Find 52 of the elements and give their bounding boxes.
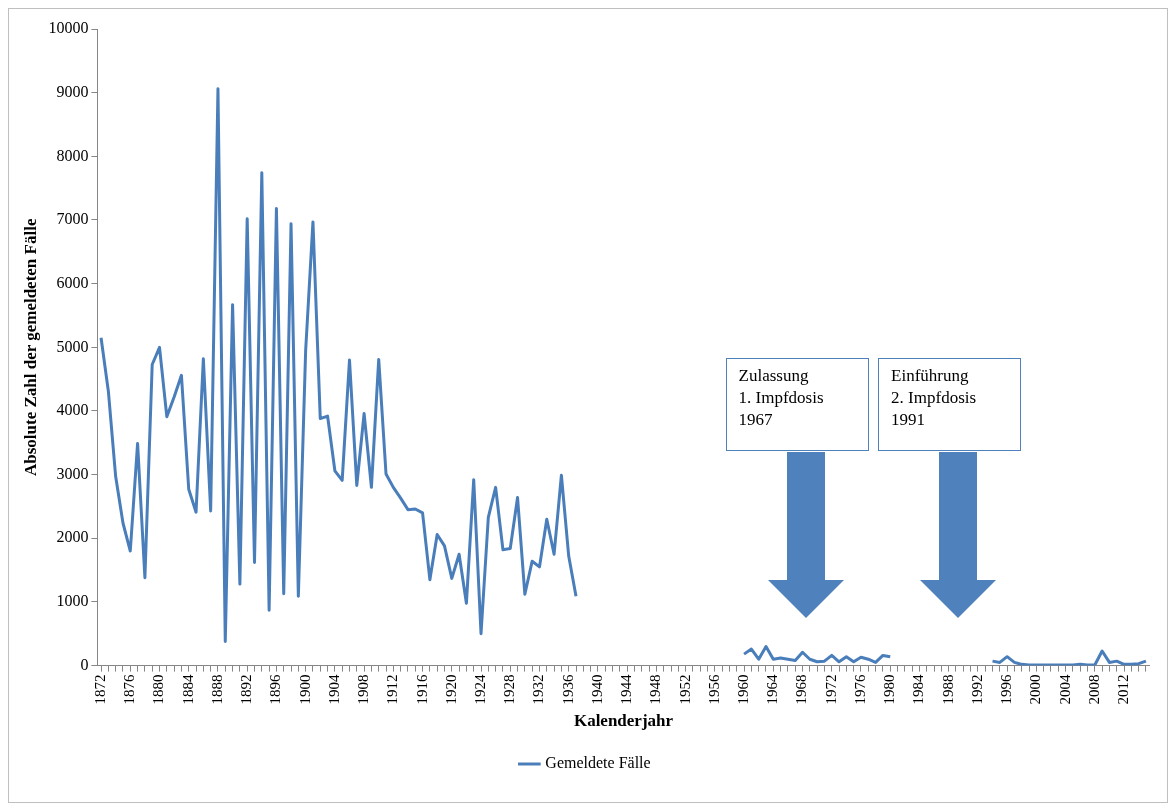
- annotation: Zulassung 1. Impfdosis 1967: [725, 357, 869, 451]
- x-tick-label: 1936: [559, 674, 576, 705]
- x-tick-label: 1952: [676, 674, 693, 705]
- y-tick-label: 1000: [56, 592, 89, 610]
- x-tick-label: 1916: [413, 674, 430, 705]
- x-tick-label: 2012: [1114, 674, 1131, 705]
- x-tick-label: 1932: [530, 674, 547, 705]
- x-tick-label: 1996: [998, 674, 1015, 705]
- x-tick-label: 1872: [91, 674, 108, 705]
- y-tick-label: 5000: [56, 337, 89, 355]
- legend-label: Gemeldete Fälle: [545, 754, 651, 772]
- x-tick-label: 1896: [267, 674, 284, 705]
- x-tick-label: 1924: [471, 674, 488, 705]
- x-tick-label: 1920: [442, 674, 459, 705]
- y-tick-label: 4000: [56, 401, 89, 419]
- y-tick-label: 8000: [56, 146, 89, 164]
- y-tick-label: 10000: [48, 19, 89, 37]
- x-tick-label: 1884: [179, 674, 196, 705]
- x-tick-label: 1900: [296, 674, 313, 705]
- x-axis-title: Kalenderjahr: [573, 711, 674, 731]
- x-tick-label: 1892: [238, 674, 255, 705]
- y-tick-label: 0: [80, 655, 89, 673]
- y-axis-title: Absolute Zahl der gemeldeten Fälle: [20, 218, 40, 477]
- x-tick-label: 1876: [121, 674, 138, 705]
- y-tick-label: 9000: [56, 82, 89, 100]
- x-tick-label: 2008: [1085, 674, 1102, 705]
- x-tick-label: 1904: [325, 674, 342, 705]
- x-tick-label: 1940: [588, 674, 605, 705]
- y-tick-label: 6000: [56, 273, 89, 291]
- x-tick-label: 1992: [968, 674, 985, 705]
- x-tick-label: 2000: [1027, 674, 1044, 705]
- x-tick-label: 1988: [939, 674, 956, 705]
- x-tick-label: 2004: [1056, 674, 1073, 705]
- x-tick-label: 1984: [910, 674, 927, 705]
- x-tick-label: 1956: [705, 674, 722, 705]
- x-tick-label: 1880: [150, 674, 167, 705]
- y-tick-label: 3000: [56, 464, 89, 482]
- x-tick-label: 1964: [764, 674, 781, 705]
- y-tick-label: 7000: [56, 210, 89, 228]
- x-tick-label: 1908: [355, 674, 372, 705]
- x-tick-label: 1960: [735, 674, 752, 705]
- x-tick-label: 1972: [822, 674, 839, 705]
- x-tick-label: 1888: [208, 674, 225, 705]
- x-tick-label: 1968: [793, 674, 810, 705]
- y-tick-label: 2000: [56, 528, 89, 546]
- x-tick-label: 1912: [384, 674, 401, 705]
- x-tick-label: 1980: [881, 674, 898, 705]
- x-tick-label: 1944: [618, 674, 635, 705]
- x-tick-label: 1928: [501, 674, 518, 705]
- annotation: Einführung 2. Impfdosis 1991: [878, 357, 1022, 451]
- x-tick-label: 1976: [851, 674, 868, 705]
- x-tick-label: 1948: [647, 674, 664, 705]
